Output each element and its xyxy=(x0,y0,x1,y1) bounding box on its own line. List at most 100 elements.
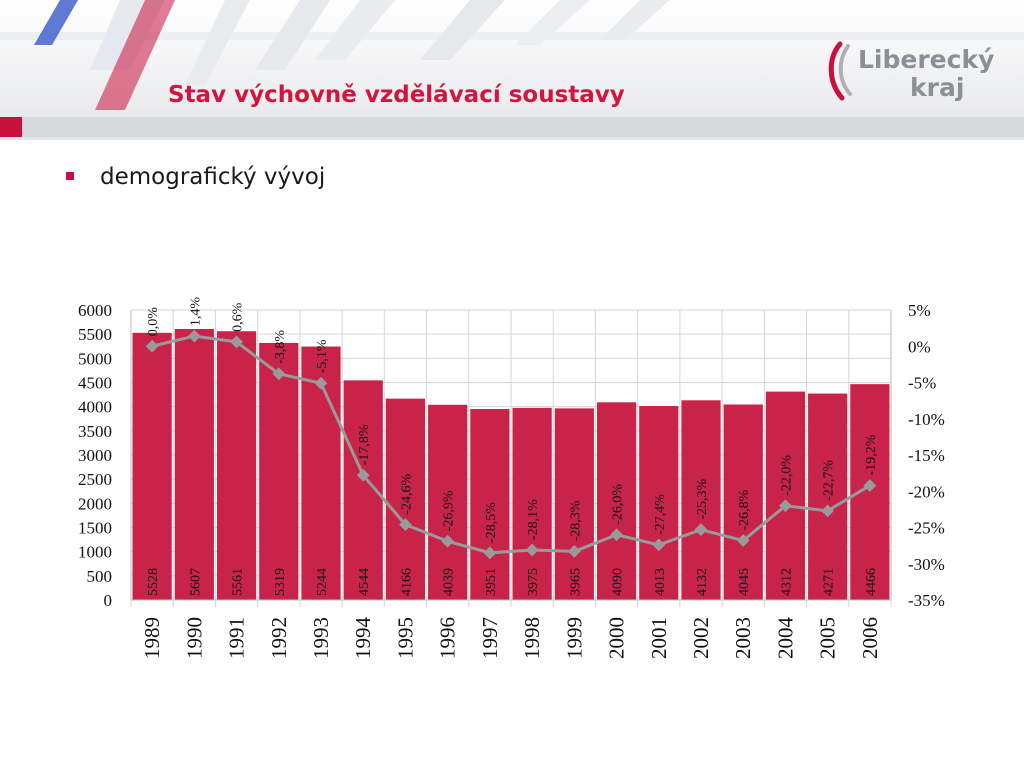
bar-value-label: 4045 xyxy=(737,568,752,596)
x-tick-label: 2004 xyxy=(773,617,797,660)
x-tick-label: 1990 xyxy=(182,617,206,659)
x-tick-label: 2001 xyxy=(647,617,671,659)
y-left-tick-label: 2000 xyxy=(78,494,112,513)
bar-value-label: 4466 xyxy=(864,568,879,596)
bar xyxy=(216,331,257,600)
bar-value-label: 4013 xyxy=(653,568,668,596)
line-marker xyxy=(314,376,328,390)
line-marker xyxy=(356,468,370,482)
y-right-tick-label: -5% xyxy=(908,374,936,393)
bar xyxy=(554,408,594,600)
bar xyxy=(808,393,848,600)
percent-label: -28,5% xyxy=(484,502,499,543)
bar xyxy=(132,332,172,600)
y-left-tick-label: 4000 xyxy=(78,398,112,417)
y-left-tick-label: 3500 xyxy=(78,422,112,441)
y-right-tick-label: -20% xyxy=(908,482,945,501)
bar xyxy=(639,406,679,600)
percent-label: -26,0% xyxy=(611,484,626,525)
bar-value-label: 5319 xyxy=(273,568,288,596)
y-left-tick-label: 5500 xyxy=(78,325,112,344)
bar-value-label: 4312 xyxy=(779,568,794,596)
x-tick-label: 2005 xyxy=(816,617,840,659)
percent-label: -5,1% xyxy=(315,339,330,373)
bar-value-label: 3951 xyxy=(484,568,499,596)
y-left-tick-label: 4500 xyxy=(78,374,112,393)
line-marker xyxy=(187,329,201,343)
header-background xyxy=(0,0,1024,140)
bar xyxy=(174,328,214,600)
x-tick-label: 2000 xyxy=(605,617,629,659)
x-tick-label: 1998 xyxy=(520,617,544,659)
bar xyxy=(385,398,426,600)
bar-value-label: 5561 xyxy=(231,568,246,596)
line-marker xyxy=(145,339,159,353)
bar-value-label: 4271 xyxy=(822,568,837,596)
x-tick-label: 1999 xyxy=(562,617,586,659)
x-tick-label: 1991 xyxy=(225,617,249,659)
y-left-tick-label: 500 xyxy=(87,567,113,586)
percent-label: 1,4% xyxy=(188,297,203,327)
x-tick-label: 2006 xyxy=(858,617,882,659)
bar xyxy=(681,400,721,600)
bar-value-label: 4544 xyxy=(357,568,372,596)
percent-label: -22,7% xyxy=(822,460,837,501)
percent-label: -28,1% xyxy=(526,499,541,540)
y-right-tick-label: -30% xyxy=(908,555,945,574)
y-right-tick-label: -35% xyxy=(908,591,945,610)
x-tick-label: 2002 xyxy=(689,617,713,659)
percent-label: 0,6% xyxy=(231,302,246,332)
percent-label: -25,3% xyxy=(695,479,710,520)
x-tick-label: 1993 xyxy=(309,617,333,659)
bar-value-label: 4039 xyxy=(442,568,457,596)
percent-label: -27,4% xyxy=(653,494,668,535)
x-tick-label: 1994 xyxy=(351,617,375,660)
y-left-tick-label: 3000 xyxy=(78,446,112,465)
x-tick-label: 1996 xyxy=(436,617,460,659)
page-title: Stav výchovně vzdělávací soustavy xyxy=(168,82,625,108)
percent-label: 0,0% xyxy=(146,307,161,337)
y-right-tick-label: -15% xyxy=(908,446,945,465)
percent-label: -22,0% xyxy=(779,455,794,496)
y-right-tick-label: -25% xyxy=(908,519,945,538)
line-series xyxy=(151,334,871,555)
y-left-tick-label: 2500 xyxy=(78,470,112,489)
bullet-text: demografický vývoj xyxy=(100,164,326,190)
logo-line1: Liberecký xyxy=(858,45,994,74)
logo-line2: kraj xyxy=(910,73,964,102)
y-right-tick-label: 0% xyxy=(908,337,931,356)
bar-value-label: 5244 xyxy=(315,568,330,596)
x-tick-label: 1997 xyxy=(478,617,502,659)
bar xyxy=(723,404,763,600)
x-tick-label: 1989 xyxy=(140,617,164,659)
bar xyxy=(765,391,806,600)
line-marker xyxy=(230,335,243,349)
y-right-tick-label: 5% xyxy=(908,301,931,320)
y-right-tick-label: -10% xyxy=(908,410,945,429)
percent-label: -3,8% xyxy=(273,330,288,364)
y-left-tick-label: 1000 xyxy=(78,543,112,562)
percent-label: -26,9% xyxy=(442,490,457,531)
bar xyxy=(512,407,552,600)
bar-value-label: 4132 xyxy=(695,568,710,596)
percent-label: -17,8% xyxy=(357,424,372,465)
y-left-tick-label: 6000 xyxy=(78,301,112,320)
percent-label: -26,8% xyxy=(737,489,752,530)
bar-value-label: 4166 xyxy=(399,568,414,596)
x-tick-label: 1995 xyxy=(393,617,417,659)
line-marker xyxy=(272,367,286,381)
bar-value-label: 5607 xyxy=(188,568,203,596)
y-left-tick-label: 5000 xyxy=(78,349,112,368)
x-tick-label: 2003 xyxy=(731,617,755,659)
bar xyxy=(428,404,468,600)
percent-label: -24,6% xyxy=(399,473,414,514)
bar-value-label: 5528 xyxy=(146,568,161,596)
liberecky-kraj-logo: Liberecký kraj xyxy=(828,41,994,102)
y-left-tick-label: 0 xyxy=(104,591,113,610)
bar-value-label: 3975 xyxy=(526,568,541,596)
x-tick-label: 1992 xyxy=(267,617,291,659)
bar xyxy=(259,342,299,600)
percent-label: -28,3% xyxy=(568,500,583,541)
percent-label: -19,2% xyxy=(864,434,879,475)
